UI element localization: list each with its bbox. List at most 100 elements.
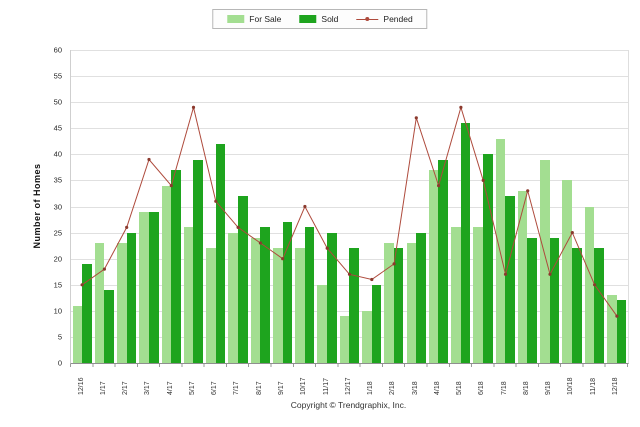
bar-for-sale-8/18 [517,190,528,363]
sold-swatch-icon [299,15,317,23]
y-tick-label-55: 55 [53,71,62,81]
legend-item-pended: Pended [356,14,413,24]
bar-group-4/18 [428,50,448,363]
bar-sold-9/18 [549,237,560,363]
bar-for-sale-12/16 [72,305,83,363]
bar-sold-6/17 [215,143,226,363]
bar-for-sale-3/18 [406,243,417,363]
bar-group-2/17 [117,50,137,363]
x-tick-label-6/18: 6/18 [478,381,486,395]
bar-group-3/17 [139,50,159,363]
y-tick-label-50: 50 [53,97,62,107]
bar-group-9/17 [272,50,293,363]
x-tick-label-9/17: 9/17 [278,381,286,395]
x-tick-label-11/18: 11/18 [589,378,597,395]
bar-for-sale-12/17 [339,316,350,363]
x-tick-label-2/17: 2/17 [122,381,130,395]
y-tick-label-0: 0 [57,358,62,368]
bar-group-10/17 [295,50,315,363]
bar-series [71,50,628,363]
bar-for-sale-12/18 [606,295,617,363]
bar-sold-3/17 [148,211,159,363]
bar-group-5/17 [183,50,204,363]
x-tick-label-1/18: 1/18 [367,381,375,395]
bar-sold-7/17 [237,196,248,363]
bar-group-12/16 [72,50,92,363]
bar-sold-1/17 [104,289,114,363]
gridline-50 [71,102,628,104]
bar-for-sale-5/17 [183,227,194,363]
x-tick-label-7/17: 7/17 [233,381,241,395]
bar-for-sale-11/18 [584,206,595,363]
bar-sold-6/18 [482,154,493,363]
bar-for-sale-7/17 [228,232,238,363]
gridline-60 [71,50,628,51]
bar-group-4/17 [161,50,181,363]
plot-area [70,50,629,364]
bar-group-3/18 [406,50,426,363]
bar-sold-4/17 [171,169,181,363]
x-tick-label-9/18: 9/18 [545,381,553,395]
bar-for-sale-3/17 [139,211,149,363]
bar-sold-2/17 [126,232,137,363]
y-tick-label-10: 10 [53,306,62,316]
bar-group-7/17 [228,50,248,363]
bar-for-sale-7/18 [495,138,506,363]
bar-sold-3/18 [416,232,426,363]
bar-for-sale-10/18 [562,180,572,363]
x-tick-label-3/17: 3/17 [144,381,152,395]
x-tick-label-4/18: 4/18 [433,381,441,395]
copyright-text: Copyright © Trendgraphix, Inc. [290,400,407,410]
legend-item-sold: Sold [299,14,338,24]
y-tick-label-20: 20 [53,254,62,264]
bar-for-sale-6/17 [206,248,216,363]
bar-sold-11/17 [327,232,337,363]
bar-group-9/18 [540,50,560,363]
bar-group-11/18 [584,50,604,363]
x-tick-label-1/17: 1/17 [99,381,107,395]
bar-for-sale-4/17 [161,185,172,363]
y-tick-label-40: 40 [53,149,62,159]
bar-for-sale-2/17 [117,243,127,363]
x-tick-label-12/18: 12/18 [612,377,619,395]
bar-sold-8/18 [527,237,538,363]
bar-group-6/17 [206,50,226,363]
legend-label-pended: Pended [383,14,413,24]
x-tick-label-8/17: 8/17 [255,381,263,395]
x-tick-label-3/18: 3/18 [411,381,419,395]
x-tick-label-12/17: 12/17 [344,377,352,395]
bar-for-sale-2/18 [384,243,394,363]
bar-sold-7/18 [505,196,515,363]
bar-sold-11/18 [594,248,604,363]
bar-for-sale-10/17 [295,248,305,363]
bar-sold-10/18 [571,248,582,363]
bar-sold-9/17 [282,222,293,363]
y-tick-label-60: 60 [53,45,62,55]
x-tick-label-2/18: 2/18 [389,381,397,395]
x-tick-label-7/18: 7/18 [500,381,508,395]
legend: For Sale Sold Pended [212,9,428,29]
bar-group-6/18 [473,50,493,363]
pended-line-icon [356,17,379,21]
legend-item-for-sale: For Sale [227,14,281,24]
x-tick-label-10/18: 10/18 [567,377,575,395]
x-tick-label-6/17: 6/17 [211,381,219,395]
bar-for-sale-1/17 [94,243,105,363]
y-tick-label-5: 5 [57,332,62,342]
x-tick-label-4/17: 4/17 [166,381,174,395]
bar-for-sale-8/17 [250,237,261,363]
bar-group-8/17 [250,50,270,363]
x-axis-tickmarks [70,364,628,367]
for-sale-swatch-icon [227,15,245,23]
bar-group-8/18 [517,50,538,363]
bar-for-sale-6/18 [473,227,483,363]
x-tick-label-10/17: 10/17 [300,377,308,395]
bar-sold-5/18 [460,123,471,363]
y-tick-label-25: 25 [53,228,62,238]
bar-for-sale-4/18 [428,169,439,363]
x-tick-label-5/18: 5/18 [456,381,464,395]
bar-group-2/18 [384,50,404,363]
y-tick-label-15: 15 [53,280,62,290]
x-tick-label-8/18: 8/18 [522,381,530,395]
